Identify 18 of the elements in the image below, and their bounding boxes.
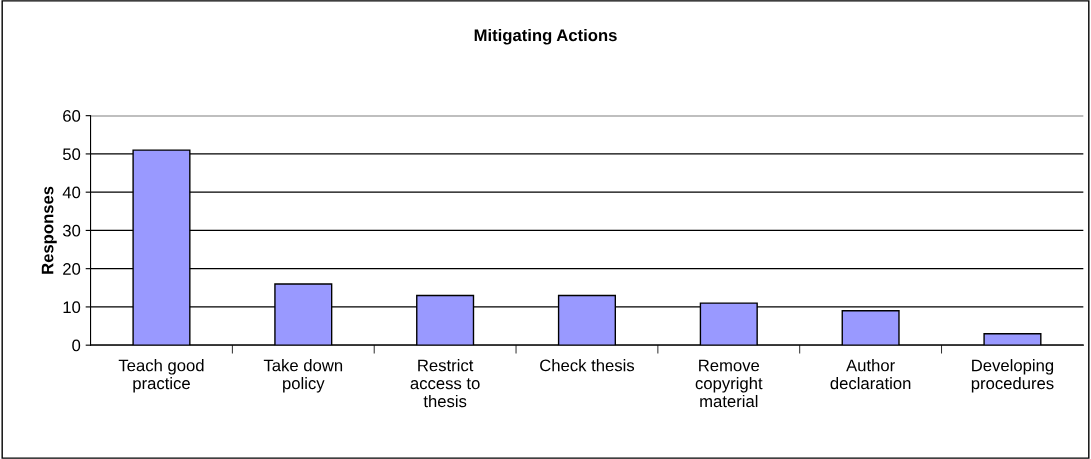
bar	[841, 310, 900, 346]
y-axis-title: Responses	[41, 186, 57, 274]
y-tick-label: 10	[63, 301, 81, 314]
x-tick-label: Author declaration	[830, 359, 911, 390]
x-tick-label: Check thesis	[540, 359, 635, 372]
x-tick-label: Teach good practice	[118, 359, 204, 393]
bar	[983, 332, 1042, 346]
y-tick-label: 50	[62, 148, 81, 161]
y-tick-label: 20	[63, 263, 81, 275]
x-tick-label: Restrict access to thesis	[410, 359, 480, 408]
x-tick-label: Remove copyright material	[695, 359, 763, 408]
chart-title: Mitigating Actions	[474, 28, 617, 45]
x-tick-label: Developing procedures	[971, 359, 1054, 393]
y-tick-label: 0	[72, 339, 81, 352]
y-tick-label: 40	[62, 186, 81, 199]
y-tick-label: 30	[62, 224, 81, 237]
x-tick-label: Take down policy	[263, 359, 343, 393]
y-tick-label: 60	[63, 110, 81, 122]
